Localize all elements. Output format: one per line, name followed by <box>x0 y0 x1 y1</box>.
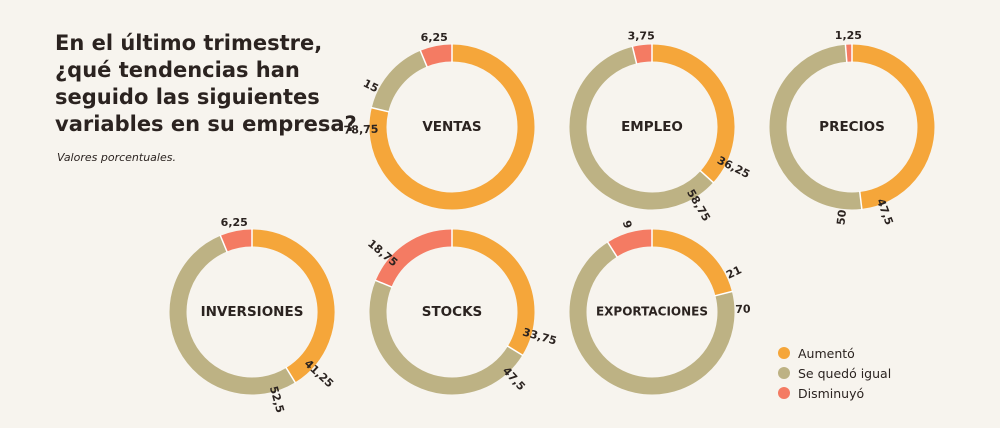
legend-swatch <box>778 347 790 359</box>
slice-separator <box>374 279 393 289</box>
slice-separator <box>506 345 524 357</box>
slice-aumento <box>651 44 735 183</box>
slice-separator <box>858 190 863 210</box>
legend-swatch <box>778 387 790 399</box>
legend-item-disminuyo: Disminuyó <box>778 383 891 403</box>
slice-igual <box>369 280 523 395</box>
donut-center-label: VENTAS <box>422 119 481 135</box>
legend: Aumentó Se quedó igual Disminuyó <box>778 343 891 403</box>
slice-igual <box>569 242 735 395</box>
slice-aumento <box>651 229 732 297</box>
legend-label: Aumentó <box>798 345 855 361</box>
donut-center-label: EXPORTACIONES <box>596 305 708 319</box>
slice-aumento <box>451 229 535 356</box>
slice-aumento <box>851 44 935 209</box>
value-label: 50 <box>834 209 849 226</box>
value-label: 6,25 <box>421 31 448 44</box>
legend-item-igual: Se quedó igual <box>778 363 891 383</box>
donut-center-label: STOCKS <box>422 304 483 320</box>
donut-ventas: 78,75 15 6,25 VENTAS <box>343 31 535 210</box>
legend-item-aumento: Aumentó <box>778 343 891 363</box>
donut-exportaciones: 21 70 9 EXPORTACIONES <box>569 219 751 395</box>
value-label: 9 <box>620 219 635 230</box>
slice-separator <box>219 234 229 253</box>
value-label: 36,25 <box>715 154 752 181</box>
slice-disminuyo <box>607 229 653 257</box>
title-line: seguido las siguientes <box>55 85 320 109</box>
slice-separator <box>844 43 848 63</box>
value-label: 52,5 <box>267 385 287 415</box>
slice-separator <box>699 169 715 184</box>
legend-label: Disminuyó <box>798 385 865 401</box>
value-label: 6,25 <box>221 216 248 229</box>
value-label: 21 <box>724 263 743 281</box>
slice-disminuyo <box>220 229 253 252</box>
slice-igual <box>569 46 714 210</box>
slice-igual <box>769 44 862 210</box>
value-label: 47,5 <box>500 364 528 393</box>
slice-separator <box>419 49 429 68</box>
slice-igual <box>371 50 428 113</box>
slice-separator <box>370 106 390 113</box>
title-line: ¿qué tendencias han <box>55 58 300 82</box>
slice-separator <box>631 45 638 65</box>
slice-aumento <box>369 44 535 210</box>
legend-swatch <box>778 367 790 379</box>
slice-separator <box>285 366 297 384</box>
slice-aumento <box>251 229 335 383</box>
slice-igual <box>169 235 296 395</box>
slice-separator <box>606 241 619 258</box>
donut-center-label: INVERSIONES <box>201 304 304 320</box>
value-label: 70 <box>735 303 751 316</box>
donut-precios: 47,5 50 1,25 PRECIOS <box>769 29 935 227</box>
title-line: En el último trimestre, <box>55 31 323 55</box>
slice-disminuyo <box>420 44 453 67</box>
value-label: 58,75 <box>684 187 713 224</box>
value-label: 1,25 <box>835 29 862 42</box>
value-label: 3,75 <box>628 30 655 43</box>
value-label: 47,5 <box>874 197 896 227</box>
value-label: 78,75 <box>343 123 378 137</box>
donut-center-label: PRECIOS <box>819 119 885 135</box>
slice-disminuyo <box>375 229 453 288</box>
donut-center-label: EMPLEO <box>621 119 683 135</box>
slice-separator <box>714 290 734 297</box>
value-label: 15 <box>361 77 381 95</box>
chart-subtitle: Valores porcentuales. <box>57 151 176 164</box>
legend-label: Se quedó igual <box>798 365 892 381</box>
title-line: variables en su empresa? <box>55 112 357 136</box>
slice-disminuyo <box>632 44 653 64</box>
chart-title: En el último trimestre, ¿qué tendencias … <box>55 30 357 138</box>
